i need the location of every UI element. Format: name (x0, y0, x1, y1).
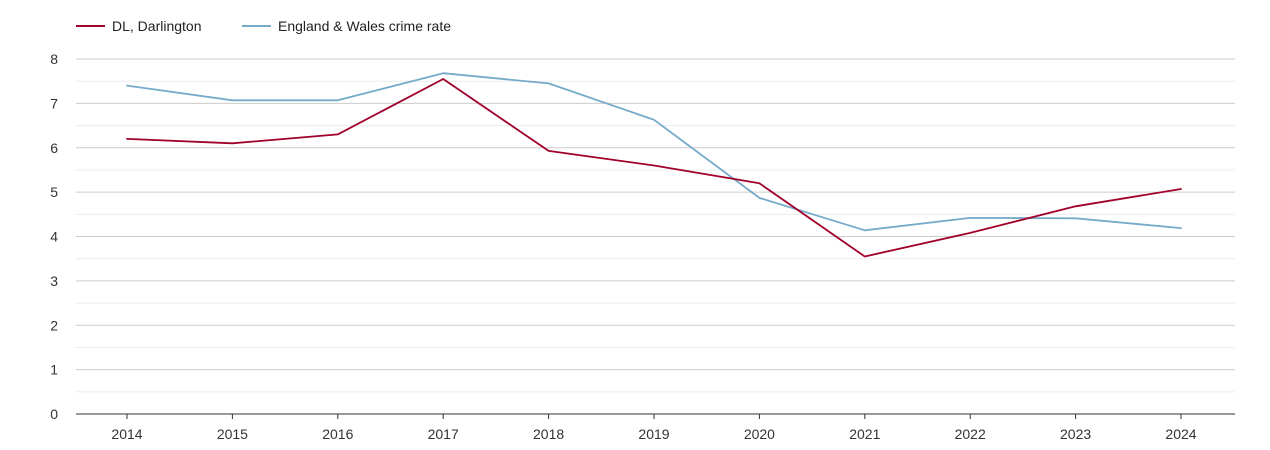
y-tick-label: 1 (50, 362, 58, 378)
y-tick-label: 4 (50, 229, 58, 245)
x-tick-label: 2018 (533, 426, 564, 442)
y-axis: 0 1 2 3 4 5 6 7 8 (50, 51, 58, 422)
x-tick-label: 2021 (849, 426, 880, 442)
legend: DL, Darlington England & Wales crime rat… (76, 18, 451, 34)
data-point-england-wales (230, 98, 235, 103)
data-point-darlington (862, 254, 867, 259)
grid (76, 58, 1235, 393)
x-tick-label: 2016 (322, 426, 353, 442)
series-line-england-wales (126, 72, 1182, 232)
data-point-darlington (968, 230, 973, 235)
series-lines (125, 71, 1184, 259)
data-point-darlington (546, 148, 551, 153)
data-point-england-wales (546, 81, 551, 86)
y-tick-label: 2 (50, 317, 58, 333)
data-point-darlington (125, 136, 130, 141)
legend-item-england-wales[interactable]: England & Wales crime rate (242, 18, 451, 34)
x-tick-label: 2014 (111, 426, 142, 442)
x-tick-label: 2020 (744, 426, 775, 442)
data-point-england-wales (1073, 216, 1078, 221)
legend-label-darlington: DL, Darlington (112, 18, 202, 34)
x-tick-label: 2024 (1165, 426, 1196, 442)
x-axis: 2014 2015 2016 2017 2018 2019 2020 2021 2022 2023… (76, 413, 1235, 442)
data-point-england-wales (968, 215, 973, 220)
data-point-darlington (441, 76, 446, 81)
data-point-darlington (230, 141, 235, 146)
data-point-england-wales (441, 71, 446, 76)
data-point-darlington (335, 132, 340, 137)
data-point-darlington (1179, 187, 1184, 192)
x-tick-label: 2015 (217, 426, 248, 442)
data-point-england-wales (652, 117, 657, 122)
y-tick-label: 7 (50, 95, 58, 111)
data-point-darlington (757, 181, 762, 186)
y-tick-label: 0 (50, 406, 58, 422)
x-tick-label: 2019 (638, 426, 669, 442)
legend-item-darlington[interactable]: DL, Darlington (76, 18, 202, 34)
y-tick-label: 5 (50, 184, 58, 200)
y-tick-label: 6 (50, 140, 58, 156)
x-tick-label: 2022 (955, 426, 986, 442)
data-point-england-wales (335, 98, 340, 103)
y-tick-label: 3 (50, 273, 58, 289)
data-point-darlington (1073, 204, 1078, 209)
data-point-darlington (652, 163, 657, 168)
x-tick-label: 2017 (428, 426, 459, 442)
legend-label-england-wales: England & Wales crime rate (278, 18, 451, 34)
data-point-england-wales (862, 228, 867, 233)
data-point-england-wales (125, 83, 130, 88)
data-point-england-wales (757, 195, 762, 200)
x-tick-label: 2023 (1060, 426, 1091, 442)
data-point-england-wales (1179, 226, 1184, 231)
y-tick-label: 8 (50, 51, 58, 67)
series-line-darlington (126, 78, 1182, 258)
